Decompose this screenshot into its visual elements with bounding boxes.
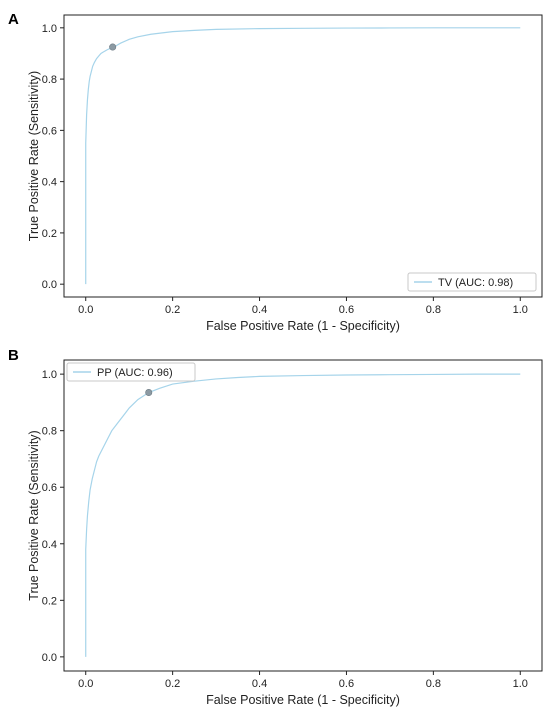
legend-box (66, 362, 196, 382)
y-tick-label: 0.6 (42, 125, 57, 137)
y-tick-label: 0.4 (42, 177, 57, 189)
y-tick-label: 0.8 (42, 426, 57, 438)
y-axis-label: True Positive Rate (Sensitivity) (27, 430, 41, 600)
x-tick-label: 0.6 (339, 304, 354, 316)
x-tick-label: 0.2 (165, 678, 180, 690)
x-axis-label: False Positive Rate (1 - Specificity) (206, 693, 400, 707)
legend: PP (AUC: 0.96) (66, 362, 196, 382)
panel-letter: B (8, 347, 19, 364)
panel-letter: A (8, 11, 19, 28)
y-tick-label: 0.0 (42, 279, 57, 291)
x-tick-label: 0.0 (78, 304, 93, 316)
optimal-threshold-point (109, 43, 117, 51)
y-tick-label: 0.8 (42, 74, 57, 86)
roc-curve-line (85, 373, 521, 657)
legend-box (407, 272, 537, 292)
legend-entry: PP (AUC: 0.96) (97, 367, 173, 379)
y-tick-label: 1.0 (42, 369, 57, 381)
y-tick-label: 1.0 (42, 23, 57, 35)
y-tick-label: 0.2 (42, 595, 57, 607)
plot-frame (63, 14, 543, 298)
x-tick-label: 1.0 (513, 304, 528, 316)
x-tick-label: 0.2 (165, 304, 180, 316)
plot-frame (63, 359, 543, 672)
roc-curve-line (85, 27, 521, 285)
y-axis-label: True Positive Rate (Sensitivity) (27, 71, 41, 241)
x-tick-label: 0.8 (426, 678, 441, 690)
y-tick-label: 0.0 (42, 652, 57, 664)
roc-panel-a: A 0.0 0.2 0.4 0.6 0.8 1.0 0.0 0.2 0.4 0.6 0.8 1.0 Fal… (8, 11, 543, 333)
y-tick-label: 0.4 (42, 539, 57, 551)
y-tick-label: 0.2 (42, 228, 57, 240)
y-tick-label: 0.6 (42, 482, 57, 494)
x-tick-label: 0.6 (339, 678, 354, 690)
x-tick-label: 0.4 (252, 304, 267, 316)
optimal-threshold-point (145, 389, 153, 397)
x-axis-label: False Positive Rate (1 - Specificity) (206, 319, 400, 333)
x-tick-label: 0.0 (78, 678, 93, 690)
legend: TV (AUC: 0.98) (407, 272, 537, 292)
x-tick-label: 1.0 (513, 678, 528, 690)
x-tick-label: 0.8 (426, 304, 441, 316)
x-tick-label: 0.4 (252, 678, 267, 690)
legend-entry: TV (AUC: 0.98) (438, 277, 513, 289)
roc-panel-b: B 0.0 0.2 0.4 0.6 0.8 1.0 0.0 0.2 0.4 0.6 0.8 1.0 Fal… (8, 347, 543, 707)
